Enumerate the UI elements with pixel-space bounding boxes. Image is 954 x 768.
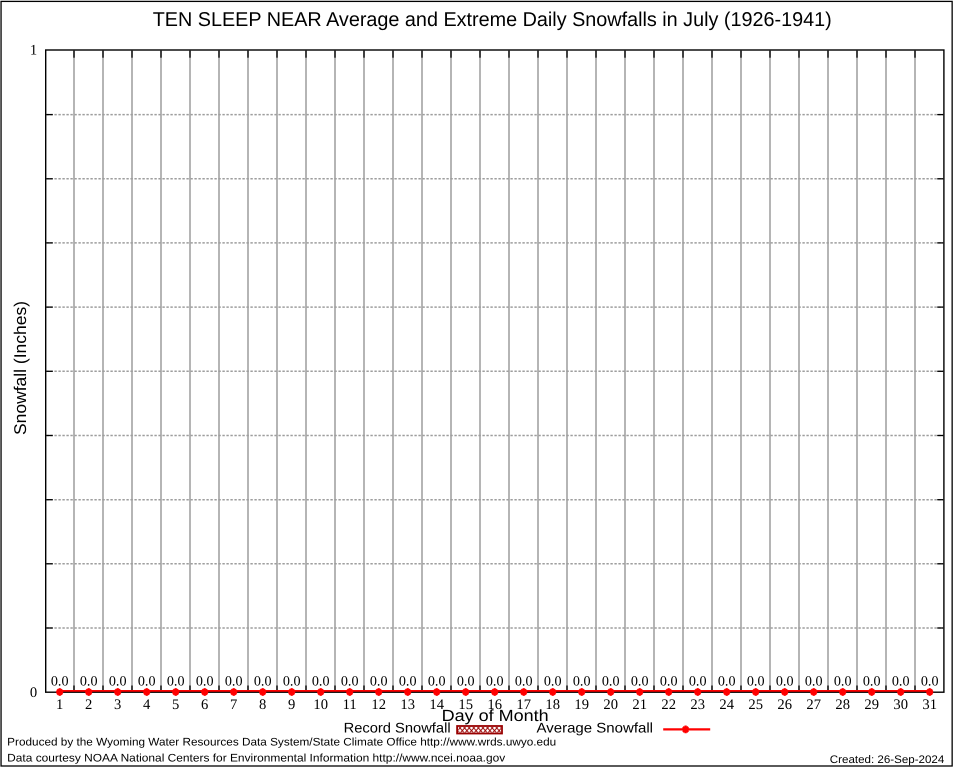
svg-text:9: 9 xyxy=(288,697,295,713)
svg-text:16: 16 xyxy=(487,697,502,713)
svg-text:0.0: 0.0 xyxy=(718,674,736,690)
svg-text:28: 28 xyxy=(835,697,850,713)
svg-text:1: 1 xyxy=(30,43,37,59)
svg-text:0.0: 0.0 xyxy=(225,674,243,690)
svg-text:0.0: 0.0 xyxy=(109,674,127,690)
svg-text:0.0: 0.0 xyxy=(254,674,272,690)
svg-text:25: 25 xyxy=(748,697,763,713)
svg-text:0.0: 0.0 xyxy=(399,674,417,690)
svg-text:15: 15 xyxy=(458,697,473,713)
svg-text:14: 14 xyxy=(429,697,444,713)
svg-text:31: 31 xyxy=(922,697,937,713)
svg-text:18: 18 xyxy=(545,697,560,713)
svg-text:0.0: 0.0 xyxy=(138,674,156,690)
svg-text:0.0: 0.0 xyxy=(283,674,301,690)
svg-text:0.0: 0.0 xyxy=(341,674,359,690)
svg-text:30: 30 xyxy=(893,697,908,713)
svg-text:0.0: 0.0 xyxy=(515,674,533,690)
svg-text:4: 4 xyxy=(143,697,151,713)
svg-text:1: 1 xyxy=(56,697,63,713)
svg-text:11: 11 xyxy=(343,697,357,713)
svg-text:0.0: 0.0 xyxy=(196,674,214,690)
svg-text:10: 10 xyxy=(313,697,328,713)
svg-text:0.0: 0.0 xyxy=(370,674,388,690)
svg-text:2: 2 xyxy=(85,697,92,713)
svg-text:Snowfall (Inches): Snowfall (Inches) xyxy=(11,301,30,435)
svg-text:0.0: 0.0 xyxy=(747,674,765,690)
svg-text:0.0: 0.0 xyxy=(921,674,939,690)
svg-text:0.0: 0.0 xyxy=(51,674,69,690)
svg-text:12: 12 xyxy=(371,697,386,713)
svg-text:0.0: 0.0 xyxy=(167,674,185,690)
svg-text:0.0: 0.0 xyxy=(312,674,330,690)
svg-text:7: 7 xyxy=(230,697,237,713)
svg-text:0.0: 0.0 xyxy=(544,674,562,690)
svg-text:0.0: 0.0 xyxy=(631,674,649,690)
svg-text:0: 0 xyxy=(30,685,37,701)
svg-text:0.0: 0.0 xyxy=(80,674,98,690)
svg-text:0.0: 0.0 xyxy=(805,674,823,690)
svg-text:Average Snowfall: Average Snowfall xyxy=(537,719,654,735)
svg-text:26: 26 xyxy=(777,697,792,713)
svg-text:13: 13 xyxy=(400,697,415,713)
svg-text:0.0: 0.0 xyxy=(486,674,504,690)
svg-text:20: 20 xyxy=(603,697,618,713)
svg-text:3: 3 xyxy=(114,697,121,713)
svg-text:Data courtesy NOAA National Ce: Data courtesy NOAA National Centers for … xyxy=(7,752,506,764)
svg-text:0.0: 0.0 xyxy=(863,674,881,690)
svg-text:21: 21 xyxy=(632,697,647,713)
svg-text:0.0: 0.0 xyxy=(602,674,620,690)
svg-text:22: 22 xyxy=(661,697,676,713)
svg-text:Day of Month: Day of Month xyxy=(442,707,549,725)
svg-text:0.0: 0.0 xyxy=(834,674,852,690)
svg-text:Created: 26-Sep-2024: Created: 26-Sep-2024 xyxy=(830,754,945,766)
svg-text:23: 23 xyxy=(690,697,705,713)
svg-text:0.0: 0.0 xyxy=(892,674,910,690)
svg-text:TEN SLEEP NEAR Average and Ext: TEN SLEEP NEAR Average and Extreme Daily… xyxy=(153,9,832,31)
svg-text:8: 8 xyxy=(259,697,266,713)
svg-text:0.0: 0.0 xyxy=(573,674,591,690)
svg-text:0.0: 0.0 xyxy=(689,674,707,690)
svg-text:Record Snowfall: Record Snowfall xyxy=(344,719,451,735)
svg-text:6: 6 xyxy=(201,697,208,713)
svg-text:5: 5 xyxy=(172,697,179,713)
svg-text:0.0: 0.0 xyxy=(457,674,475,690)
svg-text:Produced by the Wyoming Water: Produced by the Wyoming Water Resources … xyxy=(7,737,556,749)
svg-text:19: 19 xyxy=(574,697,589,713)
svg-text:0.0: 0.0 xyxy=(660,674,678,690)
svg-text:17: 17 xyxy=(516,697,531,713)
svg-text:24: 24 xyxy=(719,697,734,713)
svg-text:29: 29 xyxy=(864,697,879,713)
svg-text:27: 27 xyxy=(806,697,821,713)
svg-text:0.0: 0.0 xyxy=(428,674,446,690)
svg-text:0.0: 0.0 xyxy=(776,674,794,690)
